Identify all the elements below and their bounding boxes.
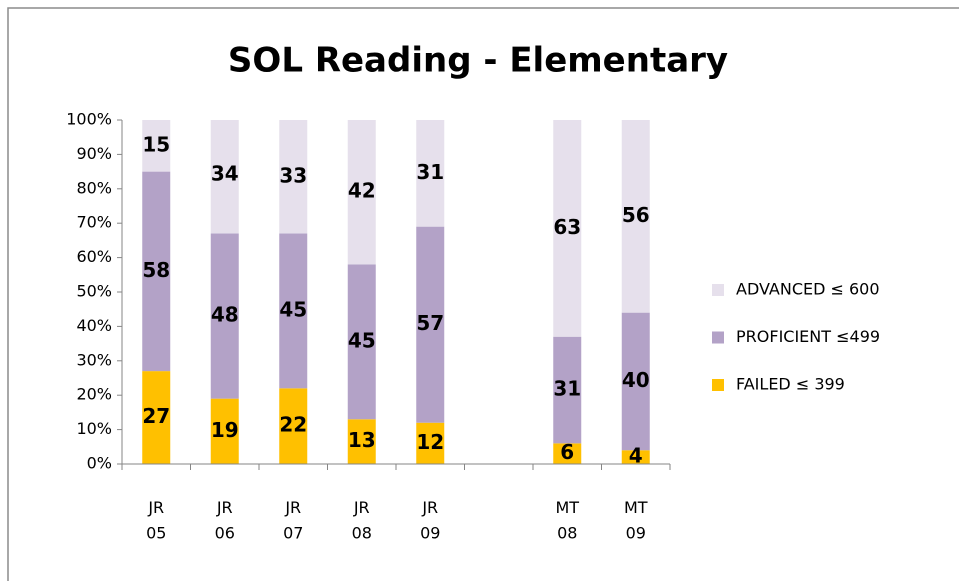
bar-segment <box>347 419 376 464</box>
bar-segment <box>142 171 171 372</box>
bar-segment <box>416 120 445 227</box>
x-tick-label: JR 07 <box>283 498 303 543</box>
bar-segment <box>416 226 445 423</box>
chart-title: SOL Reading - Elementary <box>228 41 728 81</box>
bar-segment <box>210 233 239 399</box>
data-label: 27 <box>142 404 170 428</box>
bar-segment <box>210 398 239 464</box>
y-tick-label: 100% <box>66 110 112 129</box>
legend-swatch <box>712 284 724 296</box>
legend-label: FAILED ≤ 399 <box>736 375 845 394</box>
data-label: 42 <box>348 179 376 203</box>
bar-segment <box>621 312 650 451</box>
x-tick-label: JR 05 <box>146 498 166 543</box>
y-tick-label: 40% <box>76 316 112 335</box>
bar-segment <box>553 336 582 444</box>
bar-segment <box>347 120 376 265</box>
data-label: 6 <box>560 440 574 464</box>
y-tick-label: 80% <box>76 178 112 197</box>
legend-label: ADVANCED ≤ 600 <box>736 280 880 299</box>
legend-swatch <box>712 331 724 344</box>
x-tick-label: MT 09 <box>624 498 648 543</box>
data-label: 22 <box>279 413 307 437</box>
bar-segment <box>279 388 308 464</box>
x-tick-label: JR 09 <box>420 498 440 543</box>
data-label: 45 <box>348 328 376 352</box>
data-label: 45 <box>279 297 307 321</box>
y-tick-label: 20% <box>76 385 112 404</box>
y-tick-label: 90% <box>76 144 112 163</box>
legend-swatch <box>712 379 724 391</box>
x-tick-label: JR 06 <box>215 498 235 543</box>
bar-segment <box>347 264 376 420</box>
data-label: 12 <box>416 430 444 454</box>
data-label: 58 <box>142 258 170 282</box>
x-tick-label: JR 08 <box>352 498 372 543</box>
bar-segment <box>416 422 445 464</box>
data-label: 48 <box>211 303 239 327</box>
data-label: 34 <box>211 162 239 186</box>
data-label: 31 <box>416 160 444 184</box>
bar-segment <box>210 120 239 234</box>
y-tick-label: 70% <box>76 213 112 232</box>
data-label: 31 <box>553 377 581 401</box>
bar-segment <box>279 233 308 389</box>
y-tick-label: 10% <box>76 419 112 438</box>
data-label: 33 <box>279 163 307 187</box>
bar-segment <box>142 371 171 464</box>
data-label: 56 <box>622 203 650 227</box>
data-label: 4 <box>629 444 643 468</box>
legend-label: PROFICIENT ≤499 <box>736 327 880 346</box>
bar-segment <box>553 120 582 337</box>
bar-segment <box>553 443 582 464</box>
bar-segment <box>279 120 308 234</box>
y-tick-label: 60% <box>76 247 112 266</box>
bar-segment <box>142 120 171 172</box>
data-label: 15 <box>142 132 170 156</box>
data-label: 63 <box>553 215 581 239</box>
bar-segment <box>621 450 650 464</box>
y-tick-label: 30% <box>76 350 112 369</box>
x-tick-label: MT 08 <box>555 498 579 543</box>
y-tick-label: 0% <box>87 454 112 473</box>
data-label: 40 <box>622 368 650 392</box>
data-label: 13 <box>348 428 376 452</box>
data-label: 57 <box>416 311 444 335</box>
data-label: 19 <box>211 418 239 442</box>
bar-segment <box>621 120 650 313</box>
y-tick-label: 50% <box>76 282 112 301</box>
bars <box>142 120 650 464</box>
